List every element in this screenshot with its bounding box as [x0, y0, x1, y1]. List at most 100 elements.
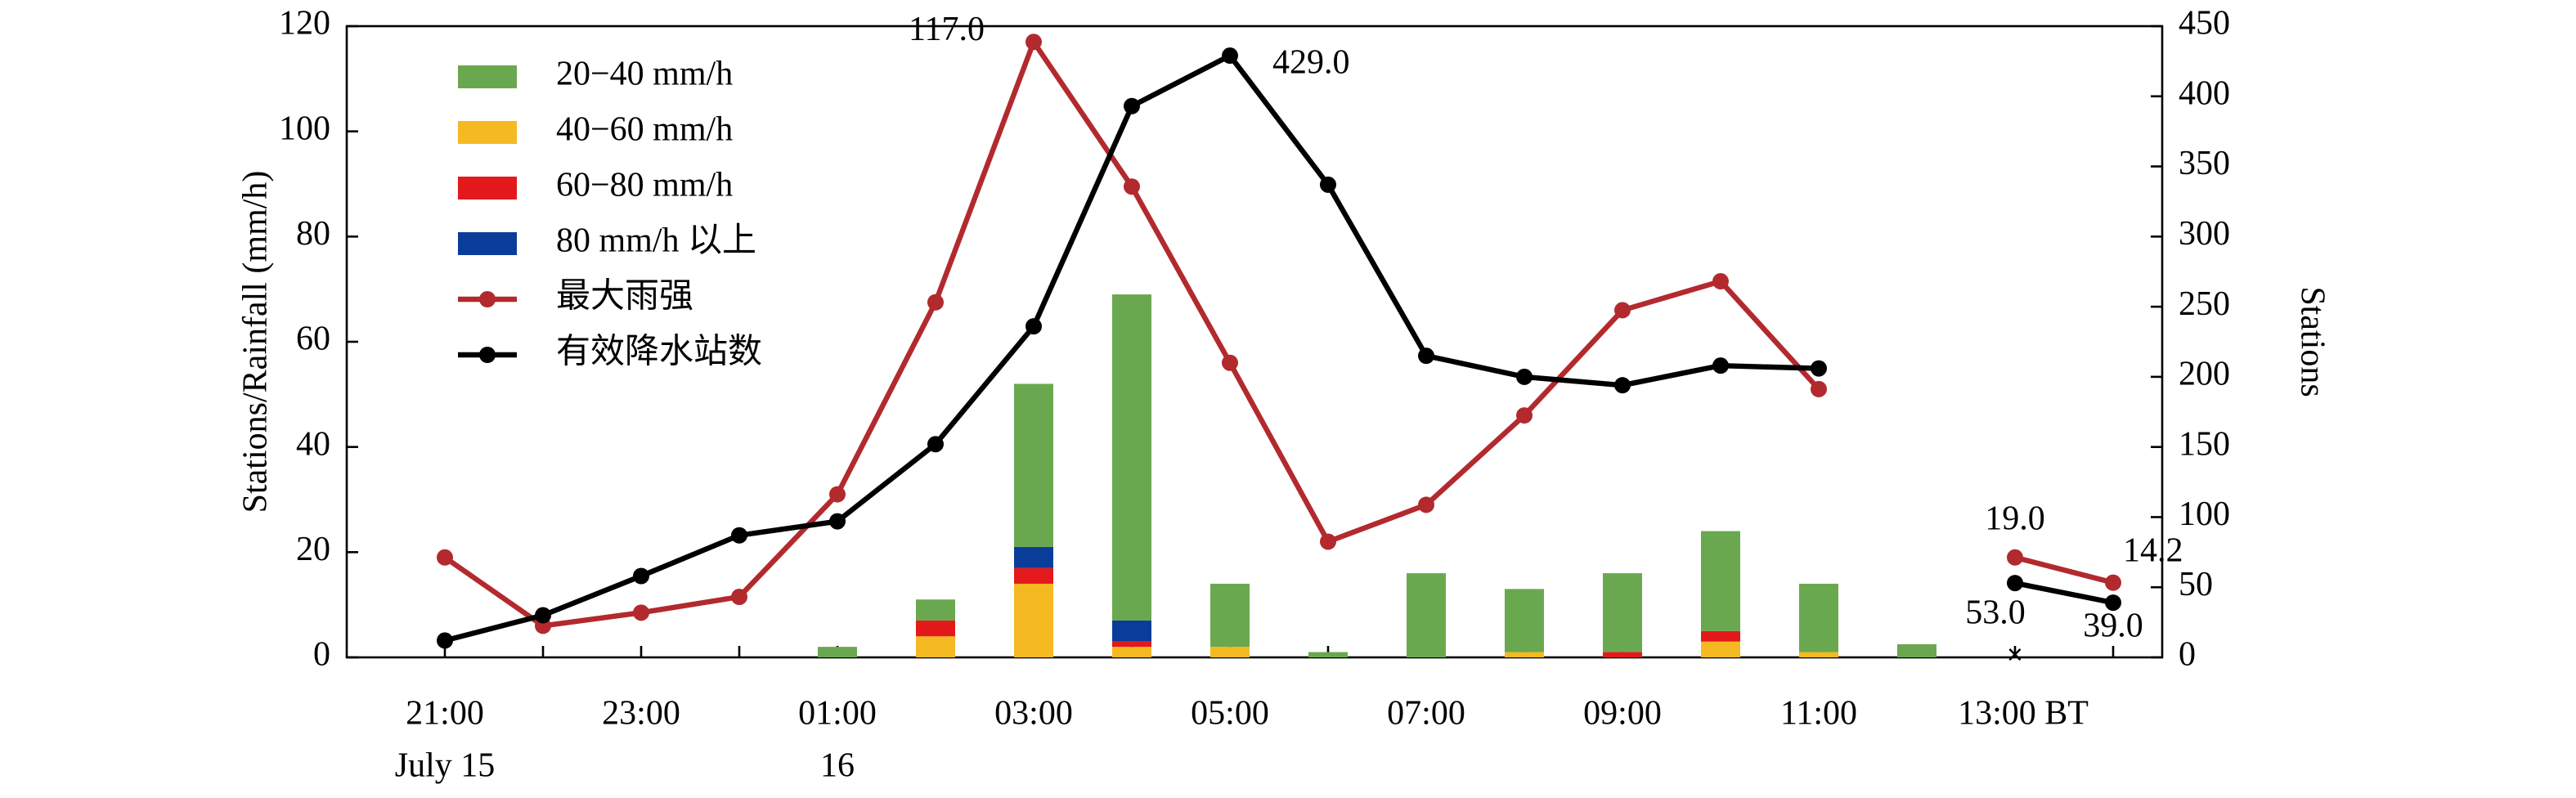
value-label: 429.0	[1272, 44, 1350, 82]
bar-segment	[818, 647, 857, 657]
bar-segment	[1505, 589, 1544, 652]
point	[2007, 549, 2023, 566]
point	[1320, 533, 1336, 550]
legend-swatch	[479, 347, 496, 363]
point	[1025, 318, 1042, 335]
point	[1222, 354, 1238, 371]
x-tick-label: 01:00	[798, 695, 877, 733]
bar-segment	[916, 620, 955, 637]
y-axis-label: Stations/Rainfall (mm/h)	[237, 171, 275, 513]
legend-label: 40−60 mm/h	[556, 111, 733, 149]
bar-segment	[1603, 573, 1642, 652]
point	[633, 604, 649, 621]
date-label: 16	[820, 747, 855, 785]
value-label: 14.2	[2123, 531, 2183, 569]
bar-segment	[1505, 652, 1544, 657]
legend-swatch	[458, 65, 517, 88]
point	[1811, 380, 1827, 397]
bar-segment	[1112, 294, 1151, 621]
point	[1712, 357, 1729, 374]
x-tick-label: 09:00	[1583, 695, 1662, 733]
bar-segment	[1210, 583, 1250, 648]
y2-tick-label: 400	[2179, 74, 2230, 112]
point	[829, 513, 846, 530]
value-label: 39.0	[2083, 607, 2143, 645]
point	[633, 567, 649, 585]
bar-segment	[1897, 643, 1936, 657]
point	[1124, 178, 1140, 195]
y-tick-label: 80	[296, 215, 330, 253]
bar-segment	[1112, 641, 1151, 648]
bar-segment	[1799, 583, 1838, 652]
point	[2007, 575, 2023, 592]
point	[1320, 176, 1336, 193]
y2-tick-label: 350	[2179, 145, 2230, 182]
y2-tick-label: 50	[2179, 566, 2213, 603]
y2-tick-label: 300	[2179, 215, 2230, 253]
legend-swatch	[458, 121, 517, 144]
bar-segment	[1308, 652, 1348, 657]
bar-segment	[1014, 546, 1053, 568]
y-tick-label: 100	[279, 110, 330, 147]
point	[1124, 97, 1140, 114]
legend-label: 60−80 mm/h	[556, 167, 733, 204]
bar-segment	[1014, 583, 1053, 657]
point	[731, 589, 747, 606]
value-label: 19.0	[1985, 500, 2045, 537]
point	[1418, 347, 1434, 365]
bar-segment	[1603, 652, 1642, 657]
date-label: July 15	[395, 747, 496, 785]
y-tick-label: 20	[296, 531, 330, 568]
x-tick-label: 03:00	[994, 695, 1073, 733]
y2-tick-label: 0	[2179, 636, 2196, 674]
point	[1025, 34, 1042, 51]
y2-tick-label: 200	[2179, 356, 2230, 393]
bar-segment	[1014, 567, 1053, 584]
y2-tick-label: 150	[2179, 425, 2230, 463]
point	[2105, 594, 2121, 612]
legend-swatch	[458, 177, 517, 200]
bar-segment	[916, 599, 955, 621]
legend-label: 80 mm/h 以上	[556, 222, 756, 260]
bar-segment	[1112, 620, 1151, 642]
bar-segment	[1701, 630, 1740, 642]
legend-swatch	[479, 291, 496, 307]
x-tick-label: 05:00	[1191, 695, 1269, 733]
bar-segment	[1210, 647, 1250, 657]
point	[1222, 47, 1238, 65]
point	[1418, 496, 1434, 513]
point	[1712, 273, 1729, 290]
point	[1811, 360, 1827, 377]
x-tick-label: 21:00	[406, 695, 484, 733]
bar-segment	[1014, 383, 1053, 547]
y-tick-label: 120	[279, 5, 330, 43]
y2-tick-label: 100	[2179, 495, 2230, 533]
y2-tick-label: 250	[2179, 285, 2230, 323]
point	[731, 527, 747, 544]
legend-swatch	[458, 232, 517, 255]
y-tick-label: 40	[296, 425, 330, 463]
value-label: 53.0	[1965, 594, 2026, 632]
point	[437, 549, 453, 566]
y-tick-label: 0	[313, 636, 330, 674]
bar-segment	[1701, 531, 1740, 631]
x-tick-label: 13:00 BT	[1958, 695, 2089, 733]
y-tick-label: 60	[296, 321, 330, 358]
point	[829, 486, 846, 503]
point	[2105, 574, 2121, 591]
bar-segment	[1407, 573, 1446, 657]
point	[927, 436, 944, 453]
value-label: 117.0	[909, 11, 985, 48]
bar-segment	[1799, 652, 1838, 657]
point	[1516, 407, 1533, 424]
bar-segment	[1701, 641, 1740, 657]
x-tick-label: 23:00	[602, 695, 680, 733]
point	[927, 294, 944, 311]
x-tick-label: 11:00	[1780, 695, 1857, 733]
point	[1516, 368, 1533, 385]
point	[535, 607, 551, 624]
x-tick-label: 07:00	[1387, 695, 1465, 733]
legend-label: 有效降水站数	[556, 334, 762, 371]
bar-segment	[1112, 647, 1151, 657]
